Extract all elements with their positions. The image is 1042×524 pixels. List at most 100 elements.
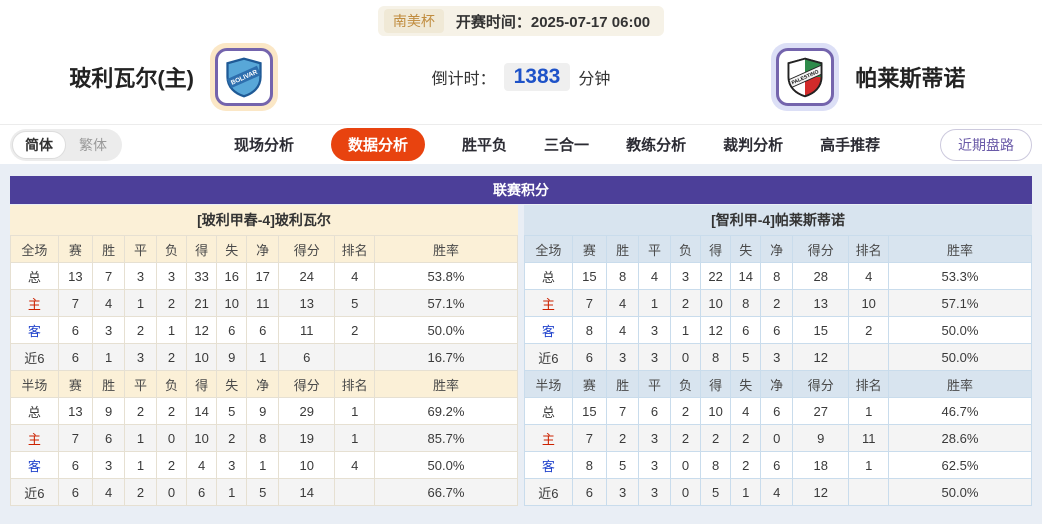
stat-cell: 3: [156, 262, 187, 290]
stat-cell: 12: [699, 316, 732, 344]
nav-tab-2[interactable]: 胜平负: [462, 137, 508, 154]
away-team: PALESTINO 帕莱斯蒂诺: [695, 43, 1042, 111]
stat-cell: 4: [848, 262, 889, 290]
stat-cell: 6: [760, 397, 794, 425]
stats-row: 总 13 7 3 3 33 16 17 24 4 53.8%: [10, 262, 519, 290]
column-header: 全场: [10, 235, 59, 263]
stat-cell: 3: [606, 343, 640, 371]
away-crest-icon: PALESTINO: [776, 48, 835, 106]
column-header: 排名: [334, 370, 375, 398]
stat-cell: 15: [792, 316, 850, 344]
stat-cell: 8: [571, 451, 608, 479]
stat-cell: 14: [278, 478, 336, 506]
stat-cell: 10: [278, 451, 336, 479]
stat-cell: 5: [334, 289, 375, 317]
lang-option-0[interactable]: 简体: [12, 130, 66, 159]
nav-tab-4[interactable]: 教练分析: [626, 137, 687, 154]
stat-cell: 4: [334, 262, 375, 290]
stat-cell: 10: [699, 397, 732, 425]
stat-cell: 22: [699, 262, 732, 290]
column-header: 得: [185, 370, 218, 398]
column-header: 赛: [571, 370, 608, 398]
stats-row: 近6 6 1 3 2 10 9 1 6 16.7%: [10, 343, 519, 371]
stat-cell: 3: [124, 262, 157, 290]
away-stats-panel: [智利甲-4]帕莱斯蒂诺 全场赛胜平负得失净得分 排名 胜率总 15 8 4 3 22 14 8 2…: [524, 205, 1033, 506]
stat-cell: 10: [848, 289, 889, 317]
column-header: 胜: [606, 370, 640, 398]
column-header: 平: [124, 235, 157, 263]
stat-cell: 8: [730, 289, 762, 317]
stat-cell: 6: [760, 451, 794, 479]
stat-cell: 10: [185, 343, 218, 371]
stat-cell: 14: [730, 262, 762, 290]
stat-cell: 29: [278, 397, 336, 425]
column-header: 得: [699, 370, 732, 398]
stat-cell: 3: [638, 316, 671, 344]
stat-cell: 7: [57, 289, 94, 317]
stat-cell: 8: [606, 262, 640, 290]
stat-cell: 4: [92, 478, 126, 506]
stat-cell: 2: [760, 289, 794, 317]
recent-odds-button[interactable]: 近期盘路: [940, 128, 1032, 161]
stat-cell: 46.7%: [887, 397, 1033, 425]
language-toggle[interactable]: 简体 繁体: [10, 128, 122, 161]
stat-cell: 8: [571, 316, 608, 344]
stat-cell: 10: [699, 289, 732, 317]
stats-row: 总 15 8 4 3 22 14 8 28 4 53.3%: [524, 262, 1033, 290]
stat-cell: 17: [246, 262, 280, 290]
stat-cell: 2: [699, 424, 732, 452]
away-stats-table: 全场赛胜平负得失净得分 排名 胜率总 15 8 4 3 22 14 8 28 4 53.3% 主 7 4 1 2 1…: [524, 235, 1033, 506]
stat-cell: 24: [278, 262, 336, 290]
section-title: 联赛积分: [10, 176, 1032, 204]
nav-tab-5[interactable]: 裁判分析: [723, 137, 784, 154]
row-label: 总: [524, 262, 573, 290]
home-stats-panel: [玻利甲春-4]玻利瓦尔 全场赛胜平负得失净得分 排名 胜率总 13 7 3 3 33 16 17…: [10, 205, 519, 506]
countdown: 倒计时： 1383 分钟: [347, 63, 694, 91]
stat-cell: 7: [571, 289, 608, 317]
lang-option-1[interactable]: 繁体: [79, 136, 107, 153]
stat-cell: 4: [185, 451, 218, 479]
stats-row: 总 13 9 2 2 14 5 9 29 1 69.2%: [10, 397, 519, 425]
stat-cell: 3: [760, 343, 794, 371]
stats-row: 总 15 7 6 2 10 4 6 27 1 46.7%: [524, 397, 1033, 425]
row-label: 客: [524, 451, 573, 479]
nav-tab-3[interactable]: 三合一: [544, 137, 590, 154]
stat-cell: 5: [606, 451, 640, 479]
stat-cell: 14: [185, 397, 218, 425]
column-header: 失: [730, 370, 762, 398]
row-label: 主: [10, 289, 59, 317]
stat-cell: 2: [730, 451, 762, 479]
column-header: 负: [156, 235, 187, 263]
stat-cell: 10: [216, 289, 248, 317]
stats-row: 近6 6 3 3 0 8 5 3 12 50.0%: [524, 343, 1033, 371]
stat-cell: 1: [246, 343, 280, 371]
row-label: 客: [10, 316, 59, 344]
stat-cell: 0: [760, 424, 794, 452]
stat-cell: 6: [571, 478, 608, 506]
stat-cell: 3: [216, 451, 248, 479]
countdown-label: 倒计时：: [431, 71, 496, 88]
stat-cell: 2: [156, 397, 187, 425]
nav-tab-6[interactable]: 高手推荐: [820, 137, 881, 154]
nav-tab-0[interactable]: 现场分析: [234, 137, 295, 154]
stat-cell: 1: [92, 343, 126, 371]
stat-cell: 1: [124, 451, 157, 479]
nav-tab-1[interactable]: 数据分析: [331, 128, 426, 161]
column-header-row: 半场赛胜平负得失净得分 排名 胜率: [524, 370, 1033, 398]
stat-cell: 6: [278, 343, 336, 371]
away-team-logo: PALESTINO: [771, 43, 840, 111]
stat-cell: 1: [730, 478, 762, 506]
stat-cell: 11: [246, 289, 280, 317]
stat-cell: 2: [334, 316, 375, 344]
home-crest-icon: BOLIVAR: [214, 48, 273, 106]
stat-cell: 2: [124, 478, 157, 506]
stat-cell: 6: [216, 316, 248, 344]
column-header: 净: [246, 370, 280, 398]
stat-cell: 9: [792, 424, 850, 452]
stat-cell: 6: [57, 451, 94, 479]
home-team-name: 玻利瓦尔(主): [69, 66, 194, 91]
stat-cell: 1: [334, 397, 375, 425]
stat-cell: 2: [216, 424, 248, 452]
column-header: 得分: [792, 370, 850, 398]
stat-cell: 8: [699, 451, 732, 479]
